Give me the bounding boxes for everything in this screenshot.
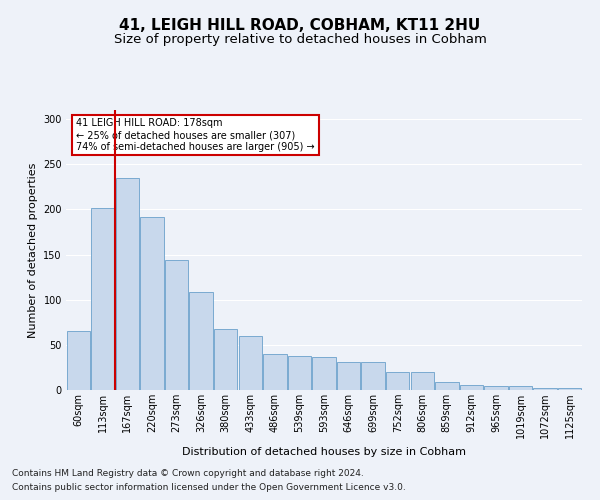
Bar [239,336,262,390]
Bar [410,372,434,390]
Bar [361,362,385,390]
Text: Size of property relative to detached houses in Cobham: Size of property relative to detached ho… [113,32,487,46]
Bar [337,362,360,390]
Bar [386,372,409,390]
Text: 41, LEIGH HILL ROAD, COBHAM, KT11 2HU: 41, LEIGH HILL ROAD, COBHAM, KT11 2HU [119,18,481,32]
Y-axis label: Number of detached properties: Number of detached properties [28,162,38,338]
Bar [116,178,139,390]
Text: Contains public sector information licensed under the Open Government Licence v3: Contains public sector information licen… [12,484,406,492]
Bar [509,386,532,390]
Bar [190,292,213,390]
Text: Contains HM Land Registry data © Crown copyright and database right 2024.: Contains HM Land Registry data © Crown c… [12,468,364,477]
Bar [91,208,115,390]
Bar [435,382,458,390]
Bar [165,260,188,390]
X-axis label: Distribution of detached houses by size in Cobham: Distribution of detached houses by size … [182,446,466,456]
Bar [67,332,90,390]
Bar [460,386,483,390]
Text: 41 LEIGH HILL ROAD: 178sqm
← 25% of detached houses are smaller (307)
74% of sem: 41 LEIGH HILL ROAD: 178sqm ← 25% of deta… [76,118,315,152]
Bar [313,356,335,390]
Bar [533,388,557,390]
Bar [140,218,164,390]
Bar [484,386,508,390]
Bar [558,388,581,390]
Bar [288,356,311,390]
Bar [214,328,238,390]
Bar [263,354,287,390]
